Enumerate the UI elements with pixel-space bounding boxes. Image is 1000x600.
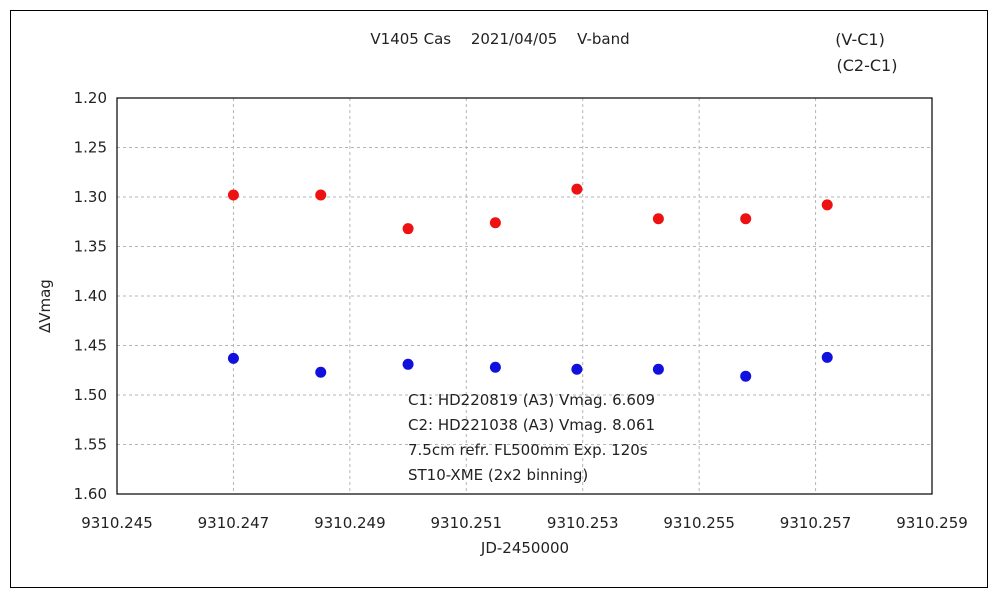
point-c2-c1: [821, 351, 833, 363]
point-v-c1: [227, 189, 239, 201]
point-c2-c1: [652, 363, 664, 375]
annotation-c1: C1: HD220819 (A3) Vmag. 6.609: [408, 391, 655, 409]
y-tick-label: 1.55: [74, 436, 107, 454]
point-c2-c1: [489, 361, 501, 373]
point-c2-c1: [571, 363, 583, 375]
y-tick-label: 1.25: [74, 139, 107, 157]
y-tick-label: 1.35: [74, 238, 107, 256]
y-axis-label: ∆Vmag: [36, 279, 54, 334]
y-tick-label: 1.20: [74, 89, 107, 107]
plot-area: [116, 97, 933, 495]
x-axis-label: JD-2450000: [480, 539, 569, 557]
x-tick-label: 9310.259: [896, 514, 968, 532]
annotation-c2: C2: HD221038 (A3) Vmag. 8.061: [408, 416, 655, 434]
x-tick-label: 9310.249: [314, 514, 386, 532]
chart-title: V1405 Cas 2021/04/05 V-band: [370, 30, 629, 48]
point-v-c1: [821, 199, 833, 211]
point-v-c1: [740, 213, 752, 225]
annotation-telescope: 7.5cm refr. FL500mm Exp. 120s: [408, 441, 648, 459]
point-c2-c1: [402, 358, 414, 370]
point-v-c1: [652, 213, 664, 225]
legend-entry-v-c1: (V-C1): [835, 30, 885, 49]
point-v-c1: [489, 217, 501, 229]
x-tick-label: 9310.247: [198, 514, 270, 532]
point-c2-c1: [227, 352, 239, 364]
point-c2-c1: [740, 370, 752, 382]
y-tick-label: 1.40: [74, 287, 107, 305]
point-v-c1: [315, 189, 327, 201]
x-tick-label: 9310.251: [430, 514, 502, 532]
x-tick-labels: 9310.245 9310.247 9310.249 9310.251 9310.253…: [81, 514, 968, 532]
x-tick-label: 9310.255: [663, 514, 735, 532]
y-tick-label: 1.60: [74, 485, 107, 503]
chart-frame: [10, 10, 988, 588]
point-v-c1: [571, 183, 583, 195]
grid: [117, 98, 932, 494]
y-tick-label: 1.50: [74, 386, 107, 404]
y-tick-label: 1.30: [74, 188, 107, 206]
legend-entry-c2-c1: (C2-C1): [837, 56, 898, 75]
x-tick-label: 9310.257: [780, 514, 852, 532]
x-tick-label: 9310.245: [81, 514, 153, 532]
data-points: [227, 183, 833, 382]
point-v-c1: [402, 223, 414, 235]
annotation-camera: ST10-XME (2x2 binning): [408, 466, 588, 484]
point-c2-c1: [315, 366, 327, 378]
x-tick-label: 9310.253: [547, 514, 619, 532]
y-tick-labels: 1.20 1.25 1.30 1.35 1.40 1.45 1.50 1.55 1.60: [74, 89, 107, 503]
y-tick-label: 1.45: [74, 337, 107, 355]
